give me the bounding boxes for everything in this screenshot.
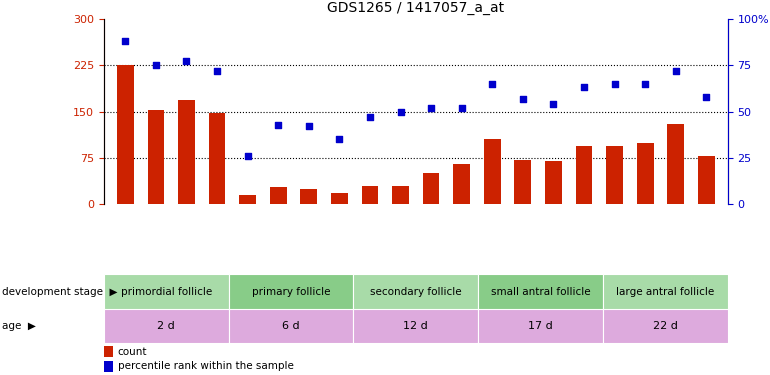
Text: 12 d: 12 d xyxy=(403,321,428,331)
Point xyxy=(303,123,315,129)
Bar xyxy=(478,309,603,343)
Bar xyxy=(423,174,440,204)
Point xyxy=(149,62,162,68)
Bar xyxy=(514,160,531,204)
Point xyxy=(394,109,407,115)
Bar xyxy=(353,309,478,343)
Bar xyxy=(104,346,113,357)
Text: 22 d: 22 d xyxy=(653,321,678,331)
Bar xyxy=(239,195,256,204)
Point xyxy=(211,68,223,74)
Bar xyxy=(698,156,715,204)
Point xyxy=(272,122,284,128)
Point xyxy=(639,81,651,87)
Bar xyxy=(575,146,592,204)
Bar xyxy=(270,187,286,204)
Point xyxy=(700,94,712,100)
Point xyxy=(578,84,590,90)
Point xyxy=(180,58,192,64)
Bar xyxy=(331,193,348,204)
Text: large antral follicle: large antral follicle xyxy=(616,286,715,297)
Point xyxy=(242,153,254,159)
Bar xyxy=(104,309,229,343)
Text: small antral follicle: small antral follicle xyxy=(490,286,591,297)
Point xyxy=(456,105,468,111)
Point xyxy=(547,101,560,107)
Text: percentile rank within the sample: percentile rank within the sample xyxy=(118,361,293,371)
Point xyxy=(363,114,376,120)
Text: primary follicle: primary follicle xyxy=(252,286,330,297)
Title: GDS1265 / 1417057_a_at: GDS1265 / 1417057_a_at xyxy=(327,1,504,15)
Bar xyxy=(178,100,195,204)
Bar xyxy=(300,189,317,204)
Bar xyxy=(353,274,478,309)
Point xyxy=(517,96,529,102)
Point xyxy=(608,81,621,87)
Text: count: count xyxy=(118,347,147,357)
Point xyxy=(486,81,498,87)
Text: age  ▶: age ▶ xyxy=(2,321,35,331)
Bar xyxy=(392,186,409,204)
Point xyxy=(425,105,437,111)
Bar xyxy=(454,164,470,204)
Bar xyxy=(362,186,378,204)
Bar xyxy=(104,274,229,309)
Point xyxy=(333,136,346,142)
Bar xyxy=(478,274,603,309)
Text: secondary follicle: secondary follicle xyxy=(370,286,461,297)
Bar xyxy=(229,274,353,309)
Bar xyxy=(104,361,113,372)
Text: primordial follicle: primordial follicle xyxy=(121,286,212,297)
Text: 6 d: 6 d xyxy=(283,321,300,331)
Point xyxy=(670,68,682,74)
Bar xyxy=(148,110,164,204)
Bar xyxy=(209,113,226,204)
Bar xyxy=(603,274,728,309)
Point xyxy=(119,38,132,44)
Bar xyxy=(484,140,500,204)
Bar xyxy=(668,124,684,204)
Bar xyxy=(545,161,562,204)
Bar xyxy=(229,309,353,343)
Text: development stage  ▶: development stage ▶ xyxy=(2,286,117,297)
Bar xyxy=(603,309,728,343)
Text: 17 d: 17 d xyxy=(528,321,553,331)
Bar xyxy=(606,146,623,204)
Bar xyxy=(637,142,654,204)
Text: 2 d: 2 d xyxy=(157,321,176,331)
Bar xyxy=(117,65,134,204)
